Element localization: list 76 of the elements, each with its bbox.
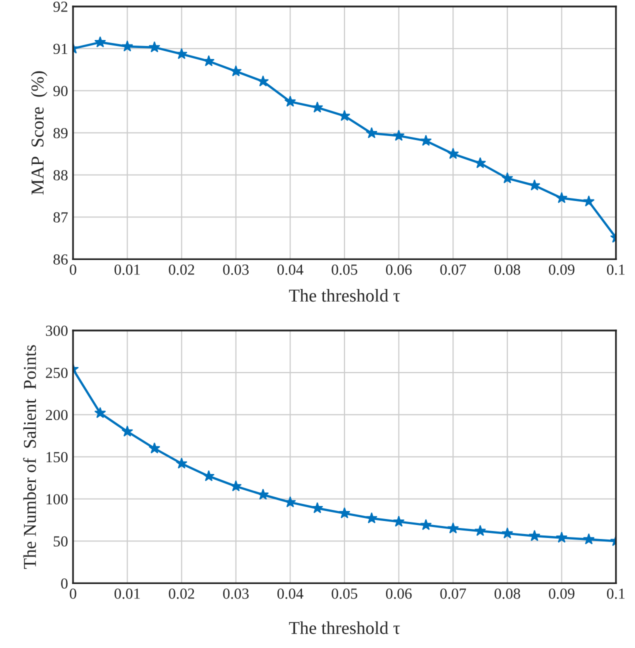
point (502, 172, 514, 184)
y-tick-label: 90 (53, 86, 68, 96)
x-axis-title: The threshold τ (289, 289, 400, 302)
point (312, 101, 324, 113)
y-tick-label: 87 (53, 212, 68, 223)
point (338, 507, 350, 518)
point (122, 425, 134, 437)
point (392, 130, 405, 141)
x-tick-label: 0.05 (332, 588, 358, 599)
point (556, 192, 568, 204)
y-tick-label: 0 (61, 578, 68, 589)
x-tick-label: 0.03 (223, 588, 249, 599)
y-tick-label: 300 (46, 326, 68, 336)
y-tick-label: 150 (46, 452, 68, 462)
point (447, 148, 459, 159)
x-tick-label: 0.01 (114, 588, 140, 599)
x-tick-label: 0.07 (440, 264, 466, 275)
point (94, 406, 106, 418)
point (583, 195, 595, 207)
x-tick-label: 0.1 (606, 264, 625, 275)
point (312, 502, 324, 514)
point (176, 48, 188, 60)
y-axis-title: The Number of Salient Points (23, 345, 36, 569)
point (202, 470, 215, 482)
point (420, 134, 432, 146)
y-tick-label: 50 (54, 536, 68, 547)
point (528, 179, 540, 191)
point (392, 516, 405, 527)
x-tick-label: 0.02 (168, 588, 194, 599)
point (583, 533, 595, 544)
point (257, 488, 269, 500)
x-tick-label: 0.07 (440, 588, 466, 599)
point (447, 522, 459, 534)
point (366, 127, 378, 138)
x-tick-label: 0.03 (223, 264, 249, 275)
y-tick-label: 92 (53, 2, 68, 12)
point (148, 442, 160, 454)
x-tick-label: 0.01 (114, 264, 140, 275)
x-tick-label: 0.08 (494, 264, 520, 275)
point (148, 41, 160, 52)
x-tick-label: 0.09 (548, 588, 574, 599)
y-tick-label: 100 (46, 494, 68, 504)
x-tick-label: 0.04 (277, 588, 304, 599)
x-tick-label: 0.02 (168, 264, 194, 275)
x-tick-label: 0 (70, 588, 76, 599)
y-tick-label: 89 (53, 128, 68, 138)
point (474, 157, 486, 168)
x-tick-label: 0.1 (606, 588, 625, 599)
point (176, 458, 188, 469)
point (420, 519, 432, 530)
x-tick-label: 0.09 (548, 264, 574, 275)
y-tick-label: 86 (53, 254, 68, 265)
y-tick-label: 88 (53, 170, 68, 180)
y-tick-label: 200 (46, 410, 68, 420)
point (230, 480, 242, 492)
point (366, 512, 378, 524)
x-tick-label: 0.08 (494, 588, 520, 599)
x-tick-label: 0.06 (386, 264, 412, 275)
y-axis-title: MAP Score (%) (30, 71, 48, 195)
x-axis-title: The threshold τ (289, 621, 400, 634)
x-tick-label: 0.05 (332, 264, 358, 275)
x-tick-label: 0 (70, 264, 76, 275)
point (257, 75, 269, 86)
point (284, 96, 296, 107)
point (556, 532, 568, 543)
x-tick-label: 0.06 (386, 588, 412, 599)
point (338, 110, 350, 122)
point (122, 40, 134, 52)
point (528, 530, 540, 542)
y-tick-label: 91 (53, 44, 68, 54)
point (230, 65, 242, 76)
x-tick-label: 0.04 (277, 264, 304, 275)
point (474, 524, 486, 536)
point (502, 527, 514, 539)
point (94, 36, 106, 48)
y-tick-label: 250 (46, 368, 68, 378)
